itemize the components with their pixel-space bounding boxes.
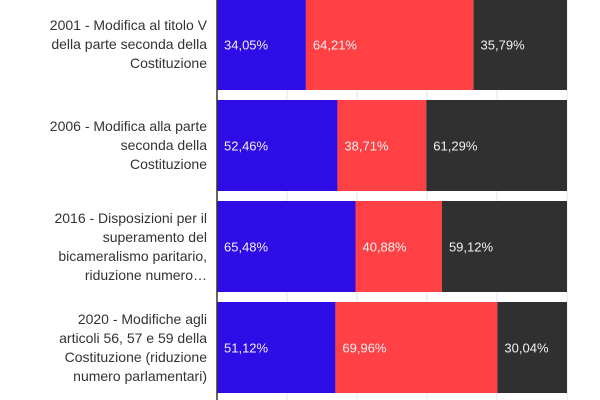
data-label: 34,05%: [224, 38, 269, 53]
data-label: 59,12%: [449, 240, 494, 255]
category-label-line: 2001 - Modifica al titolo V: [49, 17, 207, 33]
data-label: 52,46%: [224, 139, 269, 154]
bar-segment: [217, 0, 306, 90]
category-label: 2006 - Modifica alla parte seconda della C…: [0, 117, 207, 174]
category-label-line: Costituzione: [129, 55, 207, 71]
bar-segment: [335, 302, 498, 393]
data-label: 38,71%: [344, 139, 389, 154]
data-label: 64,21%: [313, 38, 358, 53]
bar-segment: [217, 302, 336, 393]
data-label: 61,29%: [433, 139, 478, 154]
category-label-line: articoli 56, 57 e 59 della: [59, 329, 207, 346]
data-label: 40,88%: [362, 240, 407, 255]
category-label: 2016 - Disposizioni per il superamento de…: [0, 209, 207, 285]
data-label: 30,04%: [504, 341, 549, 356]
category-label-line: 2016 - Disposizioni per il: [54, 209, 207, 226]
bar-segment: [441, 201, 567, 292]
category-label-line: superamento del: [102, 228, 207, 245]
category-label-line: bicameralismo paritario,: [58, 247, 207, 264]
category-label-line: Costituzione: [129, 156, 207, 172]
category-label-line: Costituzione (riduzione: [64, 348, 207, 365]
bar-segment: [426, 100, 567, 191]
data-label: 35,79%: [481, 38, 526, 53]
category-label-line: riduzione numero…: [84, 266, 207, 283]
bar-segment: [355, 201, 442, 292]
category-label: 2020 - Modifiche agli articoli 56, 57 e 5…: [0, 310, 207, 386]
data-label: 69,96%: [342, 341, 387, 356]
category-label-line: numero parlamentari): [73, 367, 207, 384]
category-label-line: 2020 - Modifiche agli: [77, 310, 207, 327]
category-label-line: 2006 - Modifica alla parte: [49, 118, 207, 134]
data-label: 51,12%: [224, 341, 269, 356]
bar-segment: [305, 0, 474, 90]
category-label: 2001 - Modifica al titolo V della parte s…: [0, 16, 207, 73]
bar-segment: [473, 0, 567, 90]
bar-segment: [217, 100, 338, 191]
bar-segment: [217, 201, 356, 292]
bar-segment: [497, 302, 567, 393]
bar-segment: [337, 100, 427, 191]
category-label-line: della parte seconda della: [51, 36, 207, 52]
category-label-line: seconda della: [120, 137, 207, 153]
data-label: 65,48%: [224, 240, 269, 255]
